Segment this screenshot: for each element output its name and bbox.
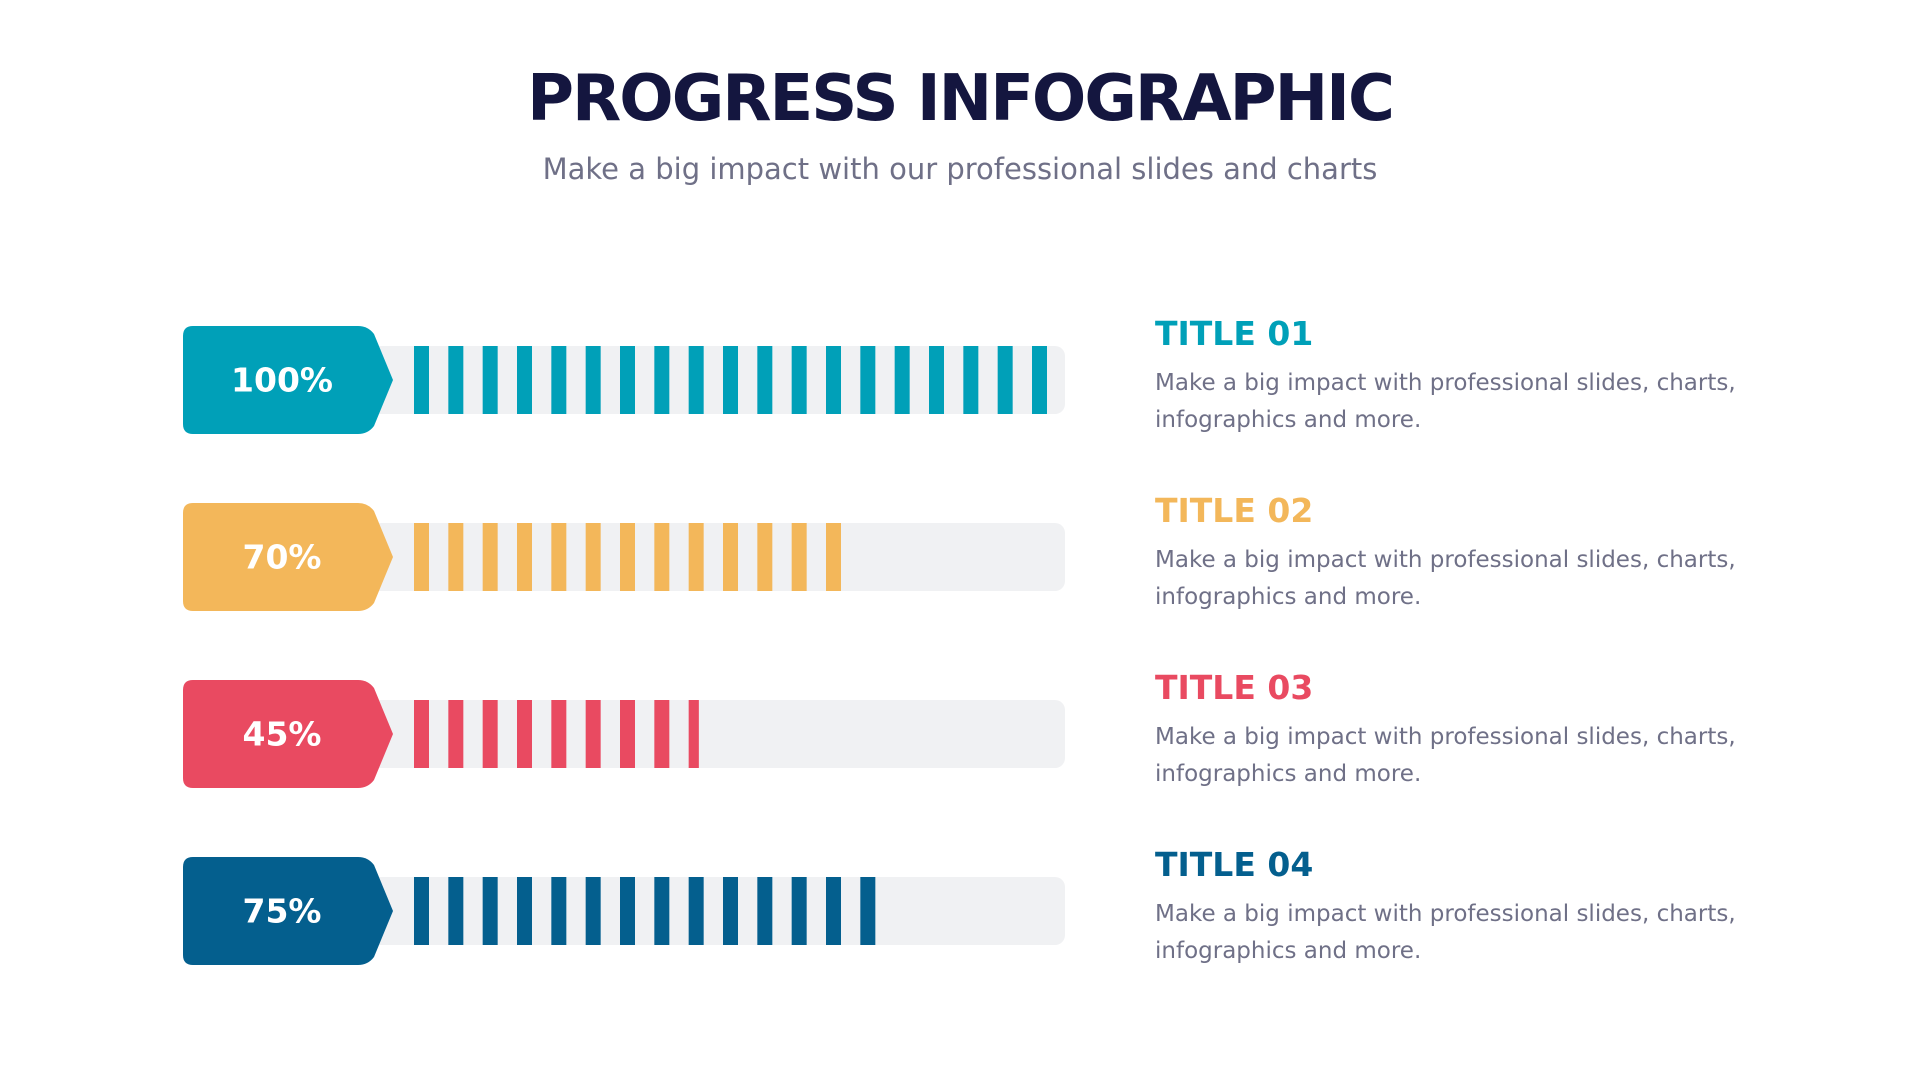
progress-stripe xyxy=(448,346,464,414)
progress-stripe xyxy=(791,877,807,945)
progress-stripe xyxy=(551,523,567,591)
progress-stripe xyxy=(448,877,464,945)
progress-stripe xyxy=(551,877,567,945)
progress-stripe xyxy=(448,523,464,591)
chart-subtitle: Make a big impact with our professional … xyxy=(542,152,1378,186)
progress-fill xyxy=(414,523,841,591)
progress-stripe xyxy=(997,346,1013,414)
progress-track xyxy=(371,523,1065,591)
progress-stripe xyxy=(688,523,704,591)
value-tag xyxy=(183,503,393,611)
progress-stripe xyxy=(414,877,429,945)
progress-stripe xyxy=(1032,346,1047,414)
progress-stripe xyxy=(517,700,532,768)
progress-stripe xyxy=(654,346,670,414)
progress-stripe xyxy=(826,346,841,414)
progress-stripe xyxy=(585,700,601,768)
progress-stripe xyxy=(723,523,738,591)
progress-track xyxy=(371,877,1065,945)
progress-stripe xyxy=(654,877,670,945)
progress-stripe xyxy=(585,523,601,591)
progress-stripe xyxy=(654,523,670,591)
value-label: 70% xyxy=(243,538,322,577)
item-title: TITLE 01 xyxy=(1155,314,1314,353)
progress-stripe xyxy=(826,877,841,945)
progress-fill xyxy=(414,877,876,945)
progress-stripe xyxy=(757,877,773,945)
progress-stripe xyxy=(860,346,876,414)
progress-stripe xyxy=(757,523,773,591)
progress-stripe xyxy=(482,346,498,414)
item-title: TITLE 02 xyxy=(1155,491,1314,530)
progress-stripe xyxy=(688,346,704,414)
value-tag xyxy=(183,857,393,965)
progress-stripe xyxy=(791,523,807,591)
progress-stripe xyxy=(517,523,532,591)
progress-stripe xyxy=(963,346,979,414)
progress-stripe xyxy=(929,346,944,414)
progress-fill xyxy=(414,700,699,768)
progress-track xyxy=(371,700,1065,768)
progress-stripe xyxy=(414,700,429,768)
progress-stripe xyxy=(688,877,704,945)
progress-stripe xyxy=(723,877,738,945)
item-title: TITLE 04 xyxy=(1155,845,1314,884)
progress-stripe xyxy=(482,700,498,768)
progress-stripe xyxy=(620,346,635,414)
progress-stripe xyxy=(654,700,670,768)
progress-stripe xyxy=(791,346,807,414)
item-description: Make a big impact with professional slid… xyxy=(1155,547,1736,610)
progress-stripe xyxy=(688,700,699,768)
progress-stripe xyxy=(620,700,635,768)
item-description: Make a big impact with professional slid… xyxy=(1155,724,1736,787)
progress-fill xyxy=(414,346,1047,414)
progress-stripe xyxy=(448,700,464,768)
value-tag xyxy=(183,680,393,788)
progress-stripe xyxy=(414,523,429,591)
progress-stripe xyxy=(585,346,601,414)
value-tag xyxy=(183,326,393,434)
progress-stripe xyxy=(482,877,498,945)
progress-stripe xyxy=(894,346,910,414)
progress-stripe xyxy=(826,523,841,591)
value-label: 75% xyxy=(243,892,322,931)
progress-stripe xyxy=(620,523,635,591)
chart-title: PROGRESS INFOGRAPHIC xyxy=(527,62,1395,136)
progress-stripe xyxy=(757,346,773,414)
progress-stripe xyxy=(482,523,498,591)
progress-stripe xyxy=(585,877,601,945)
item-description: Make a big impact with professional slid… xyxy=(1155,901,1736,964)
progress-stripe xyxy=(551,700,567,768)
progress-stripe xyxy=(551,346,567,414)
item-description: Make a big impact with professional slid… xyxy=(1155,370,1736,433)
value-label: 45% xyxy=(243,715,322,754)
progress-stripe xyxy=(517,877,532,945)
progress-stripe xyxy=(620,877,635,945)
progress-stripe xyxy=(860,877,876,945)
progress-stripe xyxy=(517,346,532,414)
item-title: TITLE 03 xyxy=(1155,668,1314,707)
value-label: 100% xyxy=(231,361,333,400)
progress-track xyxy=(371,346,1065,414)
progress-stripe xyxy=(723,346,738,414)
progress-stripe xyxy=(414,346,429,414)
